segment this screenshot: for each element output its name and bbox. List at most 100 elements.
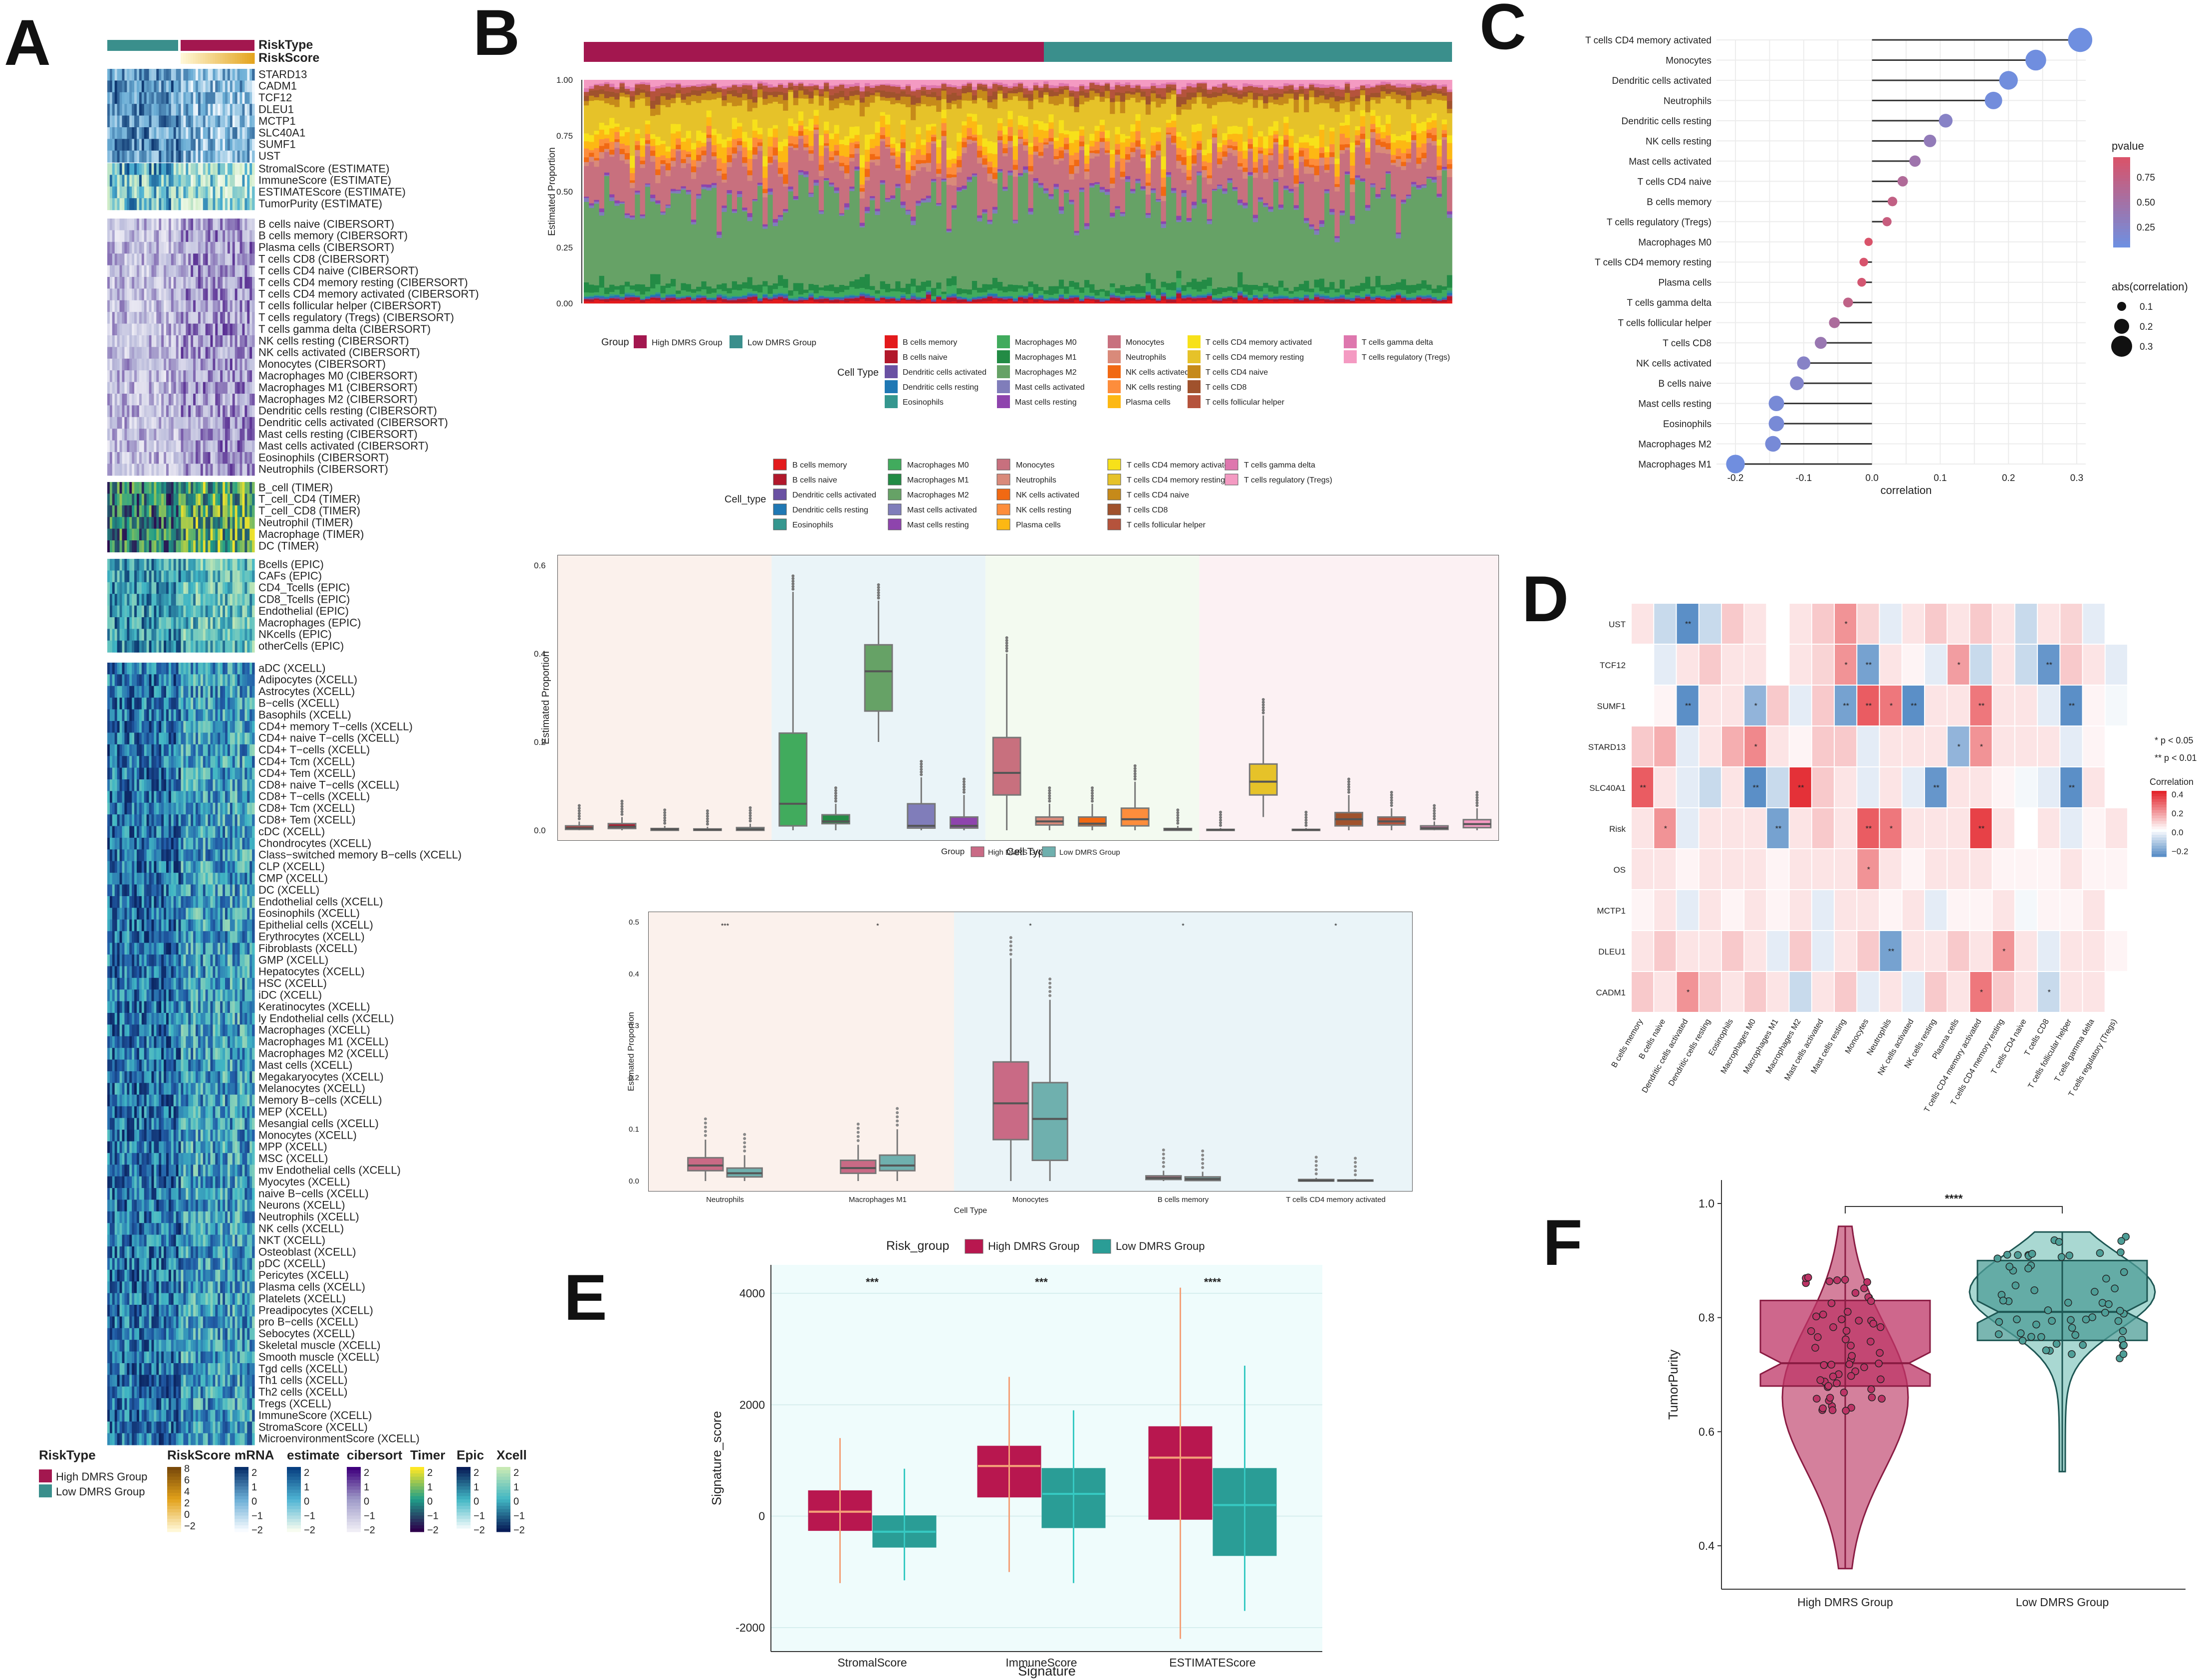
a-heat-cell: [173, 347, 177, 359]
a-heat-cell: [117, 814, 120, 827]
a-heat-cell: [171, 849, 174, 862]
a-heat-cell: [124, 394, 127, 406]
a-heat-cell: [117, 559, 120, 571]
a-heat-cell: [181, 629, 184, 641]
a-heat-cell: [186, 919, 189, 932]
a-heat-cell: [232, 417, 236, 429]
a-heat-cell: [235, 505, 238, 517]
a-heat-cell: [176, 873, 179, 885]
a-heat-cell: [235, 559, 238, 571]
a-heat-cell: [166, 417, 169, 429]
a-heat-cell: [218, 277, 221, 289]
a-heat-cell: [127, 873, 130, 885]
a-heat-cell: [144, 559, 147, 571]
a-heat-cell: [114, 230, 118, 242]
a-heat-cell: [218, 779, 221, 791]
a-heat-cell: [146, 966, 150, 978]
a-heat-cell: [159, 582, 162, 594]
a-row-label: Basophils (XCELL): [258, 709, 351, 721]
a-heat-cell: [225, 139, 228, 151]
a-heat-cell: [107, 896, 110, 908]
a-heat-cell: [249, 849, 252, 862]
a-heat-cell: [159, 570, 162, 583]
a-heat-cell: [196, 896, 199, 908]
a-heat-cell: [227, 104, 231, 116]
a-heat-cell: [107, 482, 110, 494]
a-heat-cell: [164, 605, 167, 618]
a-heat-cell: [159, 429, 162, 441]
a-heat-cell: [213, 814, 216, 827]
a-heat-cell: [137, 265, 140, 277]
a-heat-cell: [232, 756, 236, 768]
a-heat-cell: [181, 175, 184, 187]
a-heat-cell: [242, 1001, 245, 1013]
a-heat-cell: [109, 417, 113, 429]
a-heat-cell: [161, 1024, 164, 1037]
a-heat-cell: [124, 1013, 127, 1025]
a-heat-cell: [183, 540, 186, 552]
a-heat-cell: [124, 640, 127, 653]
a-heat-cell: [173, 955, 177, 966]
a-heat-cell: [114, 405, 118, 418]
a-heat-cell: [252, 594, 255, 606]
a-heat-cell: [188, 505, 191, 517]
a-heat-cell: [173, 464, 177, 476]
a-heat-cell: [134, 300, 137, 312]
a-heat-cell: [151, 335, 155, 347]
a-heat-cell: [220, 198, 223, 211]
a-heat-cell: [210, 198, 214, 211]
a-heat-cell: [237, 517, 241, 529]
a-heat-cell: [240, 756, 243, 768]
a-heat-cell: [215, 394, 218, 406]
a-heat-cell: [188, 663, 191, 675]
a-heat-cell: [109, 919, 113, 932]
a-heat-cell: [137, 429, 140, 441]
a-heat-cell: [134, 663, 137, 675]
a-heat-cell: [183, 175, 186, 187]
a-heat-cell: [215, 358, 218, 371]
a-heat-cell: [127, 955, 130, 966]
a-heat-cell: [166, 629, 169, 641]
a-heat-cell: [215, 528, 218, 541]
a-heat-cell: [196, 559, 199, 571]
a-heat-cell: [171, 358, 174, 371]
a-heat-cell: [188, 686, 191, 698]
a-heat-cell: [235, 80, 238, 93]
a-heat-cell: [218, 163, 221, 175]
a-heat-cell: [144, 1048, 147, 1060]
a-heat-cell: [173, 826, 177, 838]
a-heat-cell: [244, 709, 247, 721]
a-heat-cell: [200, 186, 204, 199]
a-heat-cell: [168, 241, 172, 254]
a-heat-cell: [107, 966, 110, 978]
a-heat-cell: [134, 312, 137, 324]
a-heat-cell: [181, 663, 184, 675]
a-heat-cell: [213, 779, 216, 791]
a-heat-cell: [237, 505, 241, 517]
a-heat-cell: [210, 570, 214, 583]
a-heat-cell: [218, 849, 221, 862]
a-heat-cell: [161, 873, 164, 885]
a-heat-cell: [127, 1048, 130, 1060]
a-row-label: B_cell (TIMER): [258, 481, 333, 493]
a-heat-cell: [139, 528, 142, 541]
a-heat-cell: [173, 617, 177, 629]
a-heat-cell: [242, 861, 245, 873]
a-heat-cell: [134, 931, 137, 944]
a-heat-cell: [223, 663, 226, 675]
a-heat-cell: [220, 966, 223, 978]
a-heat-cell: [203, 230, 206, 242]
a-heat-cell: [218, 721, 221, 733]
a-heat-cell: [109, 69, 113, 81]
a-heat-cell: [129, 674, 132, 687]
a-heat-cell: [156, 559, 159, 571]
a-heat-cell: [242, 277, 245, 289]
a-heat-cell: [203, 943, 206, 955]
a-heat-cell: [252, 849, 255, 862]
a-heat-cell: [188, 405, 191, 418]
a-heat-cell: [149, 919, 152, 932]
a-heat-cell: [200, 873, 204, 885]
a-heat-cell: [139, 709, 142, 721]
a-heat-cell: [122, 175, 125, 187]
a-heat-cell: [127, 482, 130, 494]
